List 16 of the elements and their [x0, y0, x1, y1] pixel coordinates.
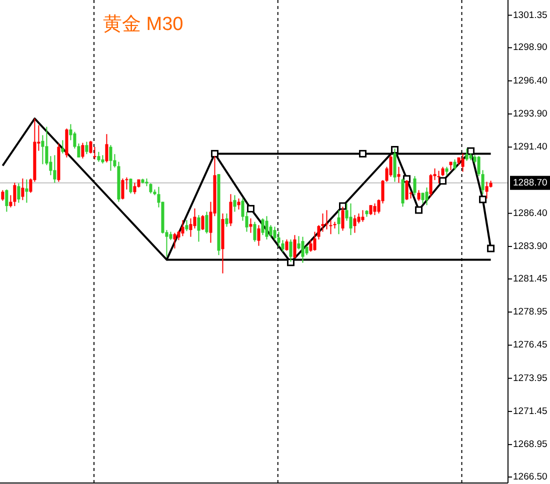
y-tick-label: 1301.35	[513, 10, 548, 21]
y-tick-label: 1278.95	[513, 306, 548, 318]
y-tick-label: 1271.45	[513, 406, 548, 417]
y-tick-label: 1281.45	[513, 273, 548, 284]
y-tick-label: 1286.40	[513, 208, 548, 219]
y-tick-label: 1293.90	[513, 108, 548, 120]
ref-line-label: 1288.70	[513, 177, 548, 188]
text: 黄金 M30	[103, 14, 184, 35]
y-tick-label: 1296.40	[513, 75, 548, 86]
y-tick-label: 1276.45	[513, 340, 548, 351]
y-tick-label: 1298.90	[513, 42, 548, 54]
y-tick-label: 1273.95	[513, 372, 548, 384]
y-tick-label: 1268.95	[513, 439, 548, 450]
y-tick-label: 1266.50	[513, 472, 548, 483]
y-tick-label: 1291.40	[513, 142, 548, 153]
y-tick-label: 1283.90	[513, 240, 548, 252]
